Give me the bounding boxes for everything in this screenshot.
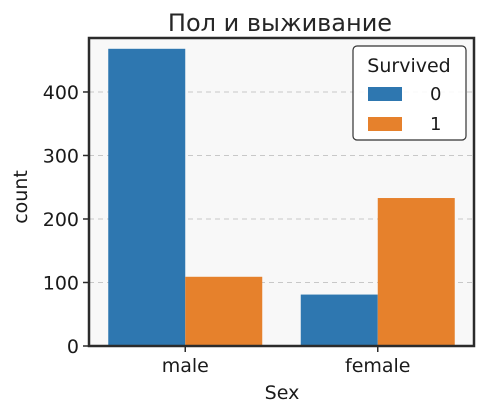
chart-title: Пол и выживание <box>168 9 392 37</box>
y-axis-label: count <box>10 170 32 224</box>
legend-swatch-1 <box>368 117 402 131</box>
y-tick-label: 200 <box>43 209 79 231</box>
legend-swatch-0 <box>368 87 402 101</box>
y-tick-label: 300 <box>43 145 79 167</box>
bar-female-survived-0 <box>300 294 378 346</box>
x-tick-label: female <box>345 355 411 377</box>
y-tick-label: 0 <box>67 336 79 358</box>
legend-title: Survived <box>367 55 450 77</box>
x-tick-label: male <box>162 355 209 377</box>
legend-box <box>352 45 467 141</box>
y-tick-label: 100 <box>43 272 79 294</box>
legend: Survived 0 1 <box>352 45 467 141</box>
legend-label-0: 0 <box>430 84 441 105</box>
y-tick-label: 400 <box>43 82 79 104</box>
bar-male-survived-0 <box>108 48 186 347</box>
bars <box>108 48 455 347</box>
bar-male-survived-1 <box>185 276 263 346</box>
bar-female-survived-1 <box>377 198 455 346</box>
x-axis-label: Sex <box>265 382 300 404</box>
x-axis: male female <box>162 346 411 377</box>
y-axis: 0 100 200 300 400 <box>43 82 89 358</box>
plot-frame <box>87 36 476 348</box>
legend-label-1: 1 <box>430 114 441 135</box>
